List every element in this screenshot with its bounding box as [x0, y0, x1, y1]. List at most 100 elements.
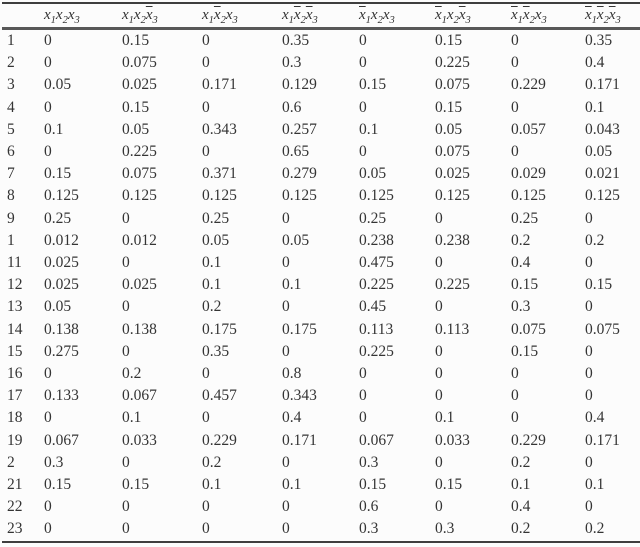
- table-row-11: 11 0.025 0 0.1 0 0.475 0 0.4 0: [2, 252, 640, 274]
- column-header-6: x1x2x3: [433, 3, 509, 30]
- row-number: 1: [7, 231, 15, 249]
- value-cell: 0.15: [122, 98, 150, 116]
- value-cell: 0: [122, 342, 130, 360]
- negated-variable: x: [596, 6, 604, 23]
- variable-subscript: 1: [517, 14, 523, 26]
- variable-subscript: 1: [365, 14, 371, 26]
- value-cell: 0.1: [44, 120, 64, 138]
- row-number: 6: [7, 143, 15, 161]
- value-cell: 0.125: [585, 187, 620, 205]
- value-cell: 0: [359, 409, 367, 427]
- row-number: 2: [7, 54, 15, 72]
- value-cell: 0.129: [282, 76, 317, 94]
- variable-subscript: 1: [208, 14, 214, 26]
- value-cell: 0.012: [44, 231, 79, 249]
- table-row-9: 9 0.25 0 0.25 0 0.25 0 0.25 0: [2, 208, 640, 230]
- table-head: x1x2x3 x1x2x3 x1x2x3 x1x2x3 x1x2x3 x1x2x3 x1x2…: [2, 3, 640, 30]
- value-cell: 0.15: [44, 476, 72, 494]
- value-cell: 0.4: [282, 409, 302, 427]
- value-cell: 0.1: [282, 276, 302, 294]
- value-cell: 0.138: [122, 320, 157, 338]
- value-cell: 0: [511, 409, 519, 427]
- value-cell: 0.171: [585, 76, 620, 94]
- variable-subscript: 3: [312, 14, 318, 26]
- value-cell: 0: [282, 254, 290, 272]
- value-cell: 0: [44, 520, 52, 538]
- negated-variable: x: [458, 6, 466, 23]
- variable-subscript: 2: [300, 14, 306, 26]
- variable-subscript: 2: [377, 14, 383, 26]
- value-cell: 0: [202, 365, 210, 383]
- value-cell: 0: [44, 98, 52, 116]
- row-number: 2: [7, 453, 15, 471]
- value-cell: 0: [511, 98, 519, 116]
- value-cell: 0: [282, 298, 290, 316]
- value-cell: 0.65: [282, 143, 310, 161]
- value-cell: 0: [435, 498, 443, 516]
- variable-subscript: 1: [288, 14, 294, 26]
- variable-subscript: 3: [389, 14, 395, 26]
- variable-subscript: 1: [591, 14, 597, 26]
- row-number: 3: [7, 76, 15, 94]
- variable: x: [122, 6, 129, 23]
- value-cell: 0.125: [122, 187, 157, 205]
- value-cell: 0.175: [202, 320, 237, 338]
- value-cell: 0.075: [435, 143, 470, 161]
- negated-variable: x: [305, 6, 313, 23]
- variable-subscript: 2: [140, 14, 146, 26]
- value-cell: 0.1: [202, 276, 222, 294]
- value-cell: 0.25: [511, 209, 539, 227]
- row-number: 16: [7, 365, 23, 383]
- value-cell: 0.171: [282, 431, 317, 449]
- value-cell: 0: [585, 365, 593, 383]
- table-row-3: 3 0.05 0.025 0.171 0.129 0.15 0.075 0.229 0.171: [2, 74, 640, 96]
- value-cell: 0: [511, 365, 519, 383]
- value-cell: 0.075: [122, 54, 157, 72]
- value-cell: 0.15: [435, 32, 463, 49]
- corner-cell: [2, 3, 42, 30]
- value-cell: 0: [122, 498, 130, 516]
- value-cell: 0.05: [359, 165, 387, 183]
- value-cell: 0.05: [435, 120, 463, 138]
- table-row-18: 18 0 0.1 0 0.4 0 0.1 0 0.4: [2, 407, 640, 429]
- value-cell: 0.043: [585, 120, 620, 138]
- value-cell: 0.075: [511, 320, 546, 338]
- variable: x: [44, 6, 51, 23]
- value-cell: 0: [202, 409, 210, 427]
- variable-subscript: 3: [232, 14, 238, 26]
- variable-subscript: 3: [74, 14, 80, 26]
- row-number: 11: [7, 254, 22, 272]
- value-cell: 0: [282, 342, 290, 360]
- value-cell: 0: [435, 298, 443, 316]
- column-header-2: x1x2x3: [120, 3, 200, 30]
- value-cell: 0.025: [122, 276, 157, 294]
- value-cell: 0: [435, 209, 443, 227]
- value-cell: 0.4: [511, 498, 531, 516]
- value-cell: 0.3: [511, 298, 531, 316]
- value-cell: 0.3: [282, 54, 302, 72]
- table-row-5: 5 0.1 0.05 0.343 0.257 0.1 0.05 0.057 0.043: [2, 119, 640, 141]
- table-row-21: 21 0.15 0.15 0.1 0.1 0.15 0.15 0.1 0.1: [2, 474, 640, 496]
- value-cell: 0: [202, 143, 210, 161]
- value-cell: 0.05: [44, 298, 72, 316]
- value-cell: 0: [585, 498, 593, 516]
- value-cell: 0.475: [359, 254, 394, 272]
- value-cell: 0: [282, 520, 290, 538]
- value-cell: 0.025: [44, 276, 79, 294]
- row-number: 5: [7, 120, 15, 138]
- table-row-23: 23 0 0 0 0 0.3 0.3 0.2 0.2: [2, 518, 640, 541]
- value-cell: 0.1: [511, 476, 531, 494]
- table-row-20: 2 0.3 0 0.2 0 0.3 0 0.2 0: [2, 452, 640, 474]
- row-number: 14: [7, 320, 23, 338]
- value-cell: 0.067: [44, 431, 79, 449]
- variable-subscript: 2: [220, 14, 226, 26]
- value-cell: 0.229: [202, 431, 237, 449]
- value-cell: 0: [202, 98, 210, 116]
- value-cell: 0: [359, 98, 367, 116]
- row-number: 12: [7, 276, 23, 294]
- value-cell: 0.133: [44, 387, 79, 405]
- row-number: 21: [7, 476, 23, 494]
- value-cell: 0: [435, 387, 443, 405]
- variable-subscript: 3: [152, 14, 158, 26]
- value-cell: 0: [511, 54, 519, 72]
